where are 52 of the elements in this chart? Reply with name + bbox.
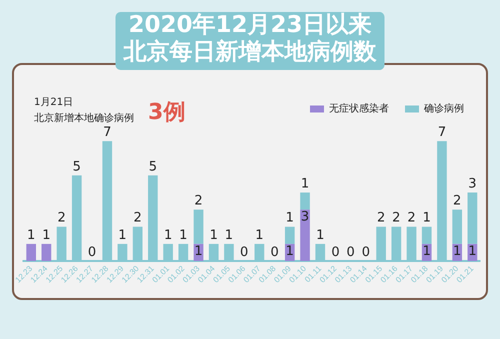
chart-title: 2020年12月23日以来 xyxy=(127,12,373,39)
bar xyxy=(26,244,36,262)
data-label: 1 xyxy=(210,228,218,243)
data-label: 0 xyxy=(240,244,248,260)
data-label: 2 xyxy=(453,194,462,209)
bar xyxy=(452,210,462,244)
data-label: 3 xyxy=(300,210,310,225)
data-label: 1 xyxy=(164,228,172,243)
data-label: 0 xyxy=(362,244,370,260)
bar xyxy=(468,192,478,244)
data-label: 1 xyxy=(300,176,310,192)
data-label: 2 xyxy=(376,210,386,226)
bar xyxy=(42,244,52,262)
chart-subtitle: 北京每日新增本地病例数 xyxy=(124,39,376,66)
data-label: 1 xyxy=(316,228,324,243)
data-label: 1 xyxy=(118,228,127,243)
data-label: 2 xyxy=(194,194,203,209)
data-label: 1 xyxy=(224,228,234,243)
bar xyxy=(284,226,295,244)
data-label: 5 xyxy=(148,159,158,174)
bar xyxy=(300,210,310,262)
data-label: 5 xyxy=(72,159,81,174)
text: 北京新增本地确诊病例 xyxy=(34,112,134,125)
bar xyxy=(300,192,310,210)
data-label: 7 xyxy=(103,125,112,140)
data-label: 2 xyxy=(134,210,142,226)
data-label: 1 xyxy=(422,244,431,259)
legend-label: 确诊病例 xyxy=(423,102,464,115)
data-label: 1 xyxy=(453,244,462,259)
data-label: 1 xyxy=(194,244,203,259)
data-label: 1 xyxy=(422,210,431,226)
data-label: 0 xyxy=(331,244,340,260)
data-label: 1 xyxy=(255,228,264,243)
legend-label: 无症状感染者 xyxy=(329,102,389,115)
data-label: 3 xyxy=(468,176,477,192)
data-label: 1 xyxy=(286,210,294,226)
data-label: 7 xyxy=(438,125,446,140)
data-label: 0 xyxy=(88,244,96,260)
data-label: 1 xyxy=(468,244,477,259)
data-label: 0 xyxy=(270,244,279,260)
text: 1月21日 xyxy=(34,96,74,109)
data-label: 1 xyxy=(42,228,51,243)
bar xyxy=(422,226,432,244)
bar xyxy=(194,210,204,244)
text: 3例 xyxy=(148,99,186,127)
data-label: 2 xyxy=(57,210,66,226)
data-label: 1 xyxy=(179,228,188,243)
data-label: 2 xyxy=(392,210,400,226)
data-label: 1 xyxy=(27,228,36,243)
data-label: 1 xyxy=(286,244,294,259)
data-label: 0 xyxy=(346,244,355,260)
data-label: 2 xyxy=(407,210,416,226)
